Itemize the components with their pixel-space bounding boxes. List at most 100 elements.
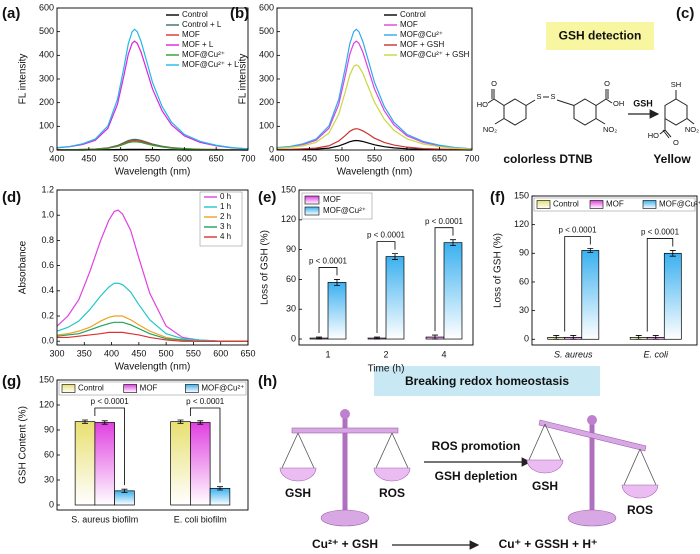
x-tick-label: 2 (383, 349, 388, 359)
x-tick-label: 400 (49, 153, 64, 163)
plot-frame (56, 379, 249, 511)
chart-panel: (f) p < 0.0001 S. aureus p < 0.0001 E. coli 0… (490, 189, 700, 359)
bar (385, 256, 405, 340)
x-tick-label: 600 (177, 153, 192, 163)
x-tick-label: 550 (367, 153, 382, 163)
y-tick-label: 200 (259, 97, 274, 107)
error-bar (374, 336, 381, 340)
y-tick-label: 600 (39, 2, 54, 12)
legend-label: Control (78, 384, 104, 393)
y-axis-label: Absorbance (18, 240, 29, 294)
line-series (57, 141, 249, 151)
y-tick-label: 120 (281, 214, 296, 224)
legend-label: MOF@Cu²⁺ (659, 200, 700, 209)
y-tick-label: 120 (514, 219, 529, 229)
y-axis-label: Loss of GSH (%) (493, 233, 504, 308)
atom: HO (477, 100, 488, 109)
panel-label: (f) (490, 189, 505, 206)
atom: O (673, 138, 679, 147)
x-tick-label: 500 (159, 348, 174, 358)
atom: NO₂ (483, 125, 497, 134)
error-bar (391, 253, 398, 260)
annotation: p < 0.0001 (641, 228, 680, 237)
atom: SH (671, 80, 681, 89)
x-tick-label: S. aureus (554, 349, 593, 359)
x-axis-label: Time (h) (368, 364, 405, 375)
line-series (56, 28, 249, 150)
line-series (56, 321, 248, 342)
legend-swatch (185, 384, 199, 393)
error-bar (197, 420, 204, 425)
error-bar (333, 279, 340, 286)
x-tick-label: 300 (49, 348, 64, 358)
x-tick-label: 650 (432, 153, 447, 163)
atom: O (491, 79, 497, 88)
y-tick-label: 0 (269, 144, 274, 154)
x-tick-label: 550 (186, 348, 201, 358)
x-tick-label: 550 (145, 153, 160, 163)
equation-right: Cu⁺ + GSSH + H⁺ (499, 537, 598, 551)
legend-swatch (304, 195, 320, 205)
annotation: p < 0.0001 (425, 217, 464, 226)
caption: Yellow (653, 152, 691, 166)
arrow-label: ROS promotion (432, 439, 521, 453)
bar (209, 487, 231, 506)
y-tick-label: 0.8 (41, 235, 54, 245)
significance-bracket (564, 236, 591, 332)
balance-left (279, 409, 411, 527)
y-tick-label: 30 (44, 474, 54, 484)
error-bar (316, 336, 323, 340)
error-bar (432, 334, 439, 340)
chart-panel: (b) 400 450 500 550 600 650 700 Wavelength (nm) 0… (230, 2, 480, 177)
y-axis-label: Loss of GSH (%) (260, 230, 271, 305)
legend-label: MOF@Cu²⁺ (323, 206, 366, 215)
arrow-label: GSH depletion (435, 469, 518, 483)
bar (663, 252, 682, 340)
line-series (277, 139, 473, 151)
panel-label: (c) (676, 5, 694, 22)
legend-label: MOF (182, 30, 200, 39)
x-tick-label: 400 (269, 153, 284, 163)
error-bar (121, 488, 128, 493)
line-series (276, 28, 473, 150)
balance-right (526, 415, 659, 527)
pan-label: GSH (532, 479, 558, 493)
legend-label: MOF (323, 195, 341, 204)
error-bar (177, 419, 184, 424)
structures (487, 89, 695, 139)
y-tick-label: 400 (259, 50, 274, 60)
legend-label: Control + L (182, 20, 222, 29)
y-tick-label: 300 (39, 73, 54, 83)
y-axis-label: GSH Content (%) (18, 406, 29, 484)
legend-swatch (589, 200, 604, 209)
x-tick-label: 650 (240, 348, 255, 358)
legend-label: Control (400, 10, 426, 19)
legend-label: MOF@Cu²⁺ (182, 50, 225, 59)
annotation: p < 0.0001 (558, 226, 597, 235)
y-tick-label: 120 (39, 399, 54, 409)
diagram-c: (c) GSH detection O HO NO₂ S S O OH NO₂ … (477, 5, 699, 166)
annotation: p < 0.0001 (186, 397, 225, 406)
y-tick-label: 1.0 (41, 210, 54, 220)
chart-panel: (e) p < 0.0001 1 p < 0.0001 2 p < 0.0001 4 Time… (258, 184, 474, 375)
error-bar (101, 420, 108, 425)
legend-label: MOF (400, 20, 418, 29)
atom: S (536, 92, 541, 101)
error-bar (449, 239, 456, 247)
significance-bracket (376, 241, 396, 334)
x-axis-label: Wavelength (nm) (115, 362, 191, 373)
atom: HO (648, 131, 659, 140)
caption: colorless DTNB (503, 152, 593, 166)
legend-swatch (536, 200, 551, 209)
legend-label: MOF + GSH (400, 40, 444, 49)
error-bar (82, 419, 89, 424)
y-tick-label: 150 (514, 190, 529, 200)
y-tick-label: 1.2 (41, 184, 54, 194)
title-box (374, 366, 600, 396)
y-tick-label: 100 (259, 121, 274, 131)
x-tick-label: E. coli (643, 349, 669, 359)
legend-label: MOF (606, 200, 624, 209)
legend-swatch (123, 384, 137, 393)
x-tick-label: 700 (240, 153, 255, 163)
diagram-title: GSH detection (559, 29, 642, 43)
